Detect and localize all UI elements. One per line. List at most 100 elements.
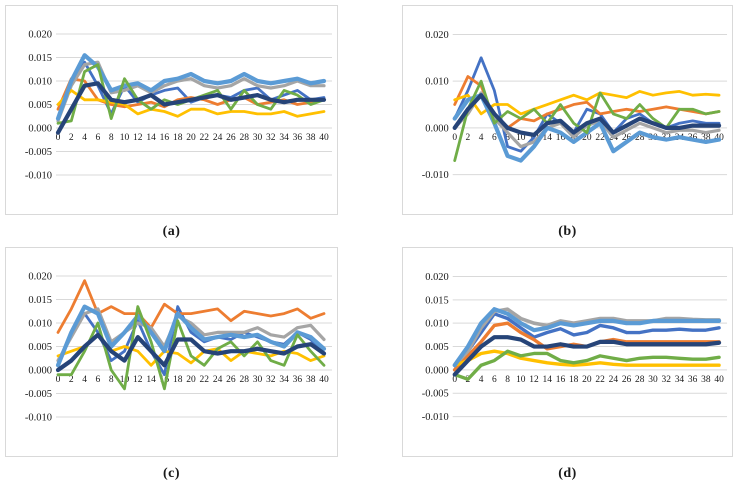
y-tick-label: 0.015 [425, 295, 448, 306]
y-tick-label: 0.000 [425, 123, 448, 134]
series-navy-line [55, 332, 327, 373]
x-tick-label: 6 [96, 133, 101, 143]
x-tick-label: 14 [146, 375, 156, 385]
x-tick-label: 24 [213, 375, 223, 385]
x-tick-label: 26 [622, 375, 632, 385]
chart-d-panel: 0.020 0.015 0.010 0.005 0.000 -0.005 -0.010 0 2 4… [402, 247, 733, 457]
y-tick-label: 0.005 [28, 342, 52, 353]
x-tick-label: 40 [319, 133, 329, 143]
y-tick-label: -0.010 [422, 170, 449, 181]
x-tick-label: 20 [582, 133, 592, 143]
y-tick-label: -0.005 [422, 389, 449, 400]
series-navy-line [452, 93, 722, 138]
chart-b-panel: 0.020 0.010 0.000 -0.010 0 2 4 6 8 10 12 14 16 18 20 22… [402, 5, 733, 215]
x-tick-label: 2 [466, 133, 471, 143]
series-yellow-line [56, 89, 326, 118]
chart-c-panel: 0.020 0.015 0.010 0.005 0.000 -0.005 -0.010 0 2 4… [5, 247, 338, 457]
x-tick-label: 38 [701, 133, 711, 143]
x-tick-label: 24 [609, 375, 619, 385]
x-tick-label: 26 [226, 133, 236, 143]
x-tick-label: 36 [293, 375, 303, 385]
x-tick-label: 4 [82, 375, 87, 385]
y-tick-label: 0.000 [425, 365, 448, 376]
y-tick-label: 0.015 [28, 53, 52, 64]
x-tick-label: 32 [266, 375, 276, 385]
y-tick-label: -0.010 [25, 413, 52, 424]
series-light-blue-line [452, 307, 722, 368]
x-tick-label: 16 [160, 133, 170, 143]
x-tick-label: 10 [516, 375, 526, 385]
series-navy-line [55, 81, 327, 135]
x-tick-label: 18 [173, 133, 183, 143]
x-tick-label: 12 [133, 375, 143, 385]
x-tick-label: 16 [160, 375, 170, 385]
chart-a-panel: 0.020 0.015 0.010 0.005 0.000 -0.005 -0.010 0 2 4… [5, 5, 338, 215]
x-tick-label: 2 [69, 375, 74, 385]
y-tick-label: 0.015 [28, 295, 52, 306]
y-tick-label: 0.010 [28, 319, 52, 330]
y-tick-label: 0.020 [28, 30, 52, 41]
x-tick-label: 34 [279, 133, 289, 143]
series-orange-line [56, 279, 326, 334]
x-tick-label: 20 [186, 375, 196, 385]
x-tick-label: 30 [648, 375, 658, 385]
x-tick-label: 6 [492, 133, 497, 143]
x-tick-label: 6 [492, 375, 497, 385]
chart-d-canvas: 0.020 0.015 0.010 0.005 0.000 -0.005 -0.010 0 2 4… [422, 272, 728, 423]
x-tick-label: 6 [96, 375, 101, 385]
x-tick-label: 22 [595, 133, 605, 143]
x-tick-label: 8 [505, 375, 510, 385]
x-tick-label: 34 [279, 375, 289, 385]
caption-d: (d) [558, 466, 577, 481]
x-tick-label: 8 [505, 133, 510, 143]
x-tick-label: 16 [556, 375, 566, 385]
x-tick-label: 30 [253, 375, 263, 385]
x-tick-label: 26 [622, 133, 632, 143]
x-tick-label: 4 [479, 133, 484, 143]
series-green-line [452, 349, 721, 381]
x-tick-label: 18 [173, 375, 183, 385]
x-tick-label: 36 [688, 375, 698, 385]
x-tick-label: 40 [319, 375, 329, 385]
x-tick-label: 28 [635, 375, 645, 385]
y-tick-label: 0.020 [425, 30, 448, 41]
x-tick-label: 14 [543, 375, 553, 385]
x-tick-label: 14 [146, 133, 156, 143]
y-tick-label: 0.000 [28, 124, 52, 135]
series-light-blue-line [55, 304, 327, 368]
y-tick-label: 0.010 [425, 319, 448, 330]
x-tick-label: 10 [120, 133, 130, 143]
y-tick-label: 0.000 [28, 366, 52, 377]
series-yellow-line [452, 349, 721, 367]
x-tick-label: 22 [200, 133, 210, 143]
x-tick-label: 18 [569, 375, 579, 385]
caption-b: (b) [558, 224, 577, 239]
x-tick-label: 12 [133, 133, 143, 143]
x-tick-label: 8 [109, 375, 114, 385]
x-tick-label: 34 [675, 375, 685, 385]
x-tick-label: 26 [226, 375, 236, 385]
x-tick-label: 0 [452, 375, 457, 385]
x-tick-label: 16 [556, 133, 566, 143]
series-blue-line [452, 312, 721, 372]
x-tick-label: 36 [293, 133, 303, 143]
x-tick-label: 14 [543, 133, 553, 143]
x-tick-label: 10 [516, 133, 526, 143]
x-tick-label: 30 [253, 133, 263, 143]
y-tick-label: 0.005 [425, 342, 448, 353]
x-tick-label: 28 [239, 375, 249, 385]
x-tick-label: 0 [56, 375, 61, 385]
x-tick-label: 38 [306, 133, 316, 143]
x-tick-label: 24 [213, 133, 223, 143]
x-tick-label: 32 [661, 375, 671, 385]
x-tick-label: 8 [109, 133, 114, 143]
y-tick-label: 0.005 [28, 100, 52, 111]
x-tick-label: 4 [479, 375, 484, 385]
y-tick-label: -0.010 [25, 171, 52, 182]
y-tick-label: -0.005 [25, 147, 52, 158]
x-tick-label: 22 [595, 375, 605, 385]
x-tick-label: 20 [186, 133, 196, 143]
